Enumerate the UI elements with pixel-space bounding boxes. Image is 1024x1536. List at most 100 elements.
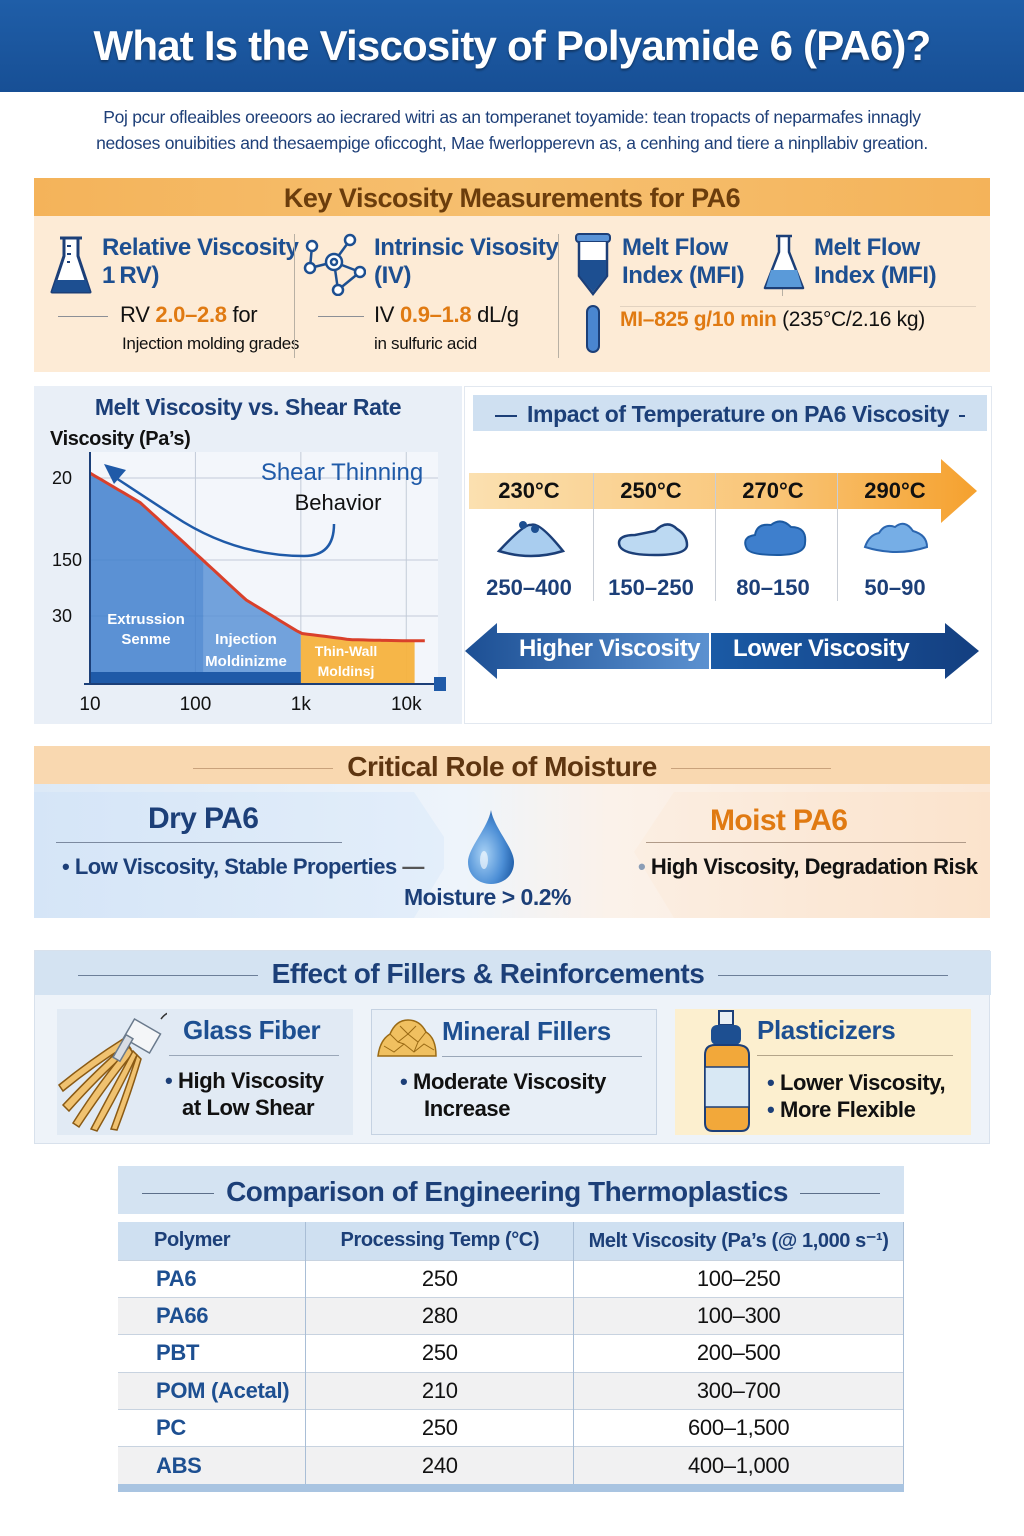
temp-cell: 250 [305, 1334, 575, 1373]
x-tick-label: 1k [291, 694, 312, 715]
iv-suffix: dL/g [471, 302, 519, 327]
mfi-value-row: MI–825 g/10 min (235°C/2.16 kg) [620, 308, 925, 332]
chart-title: Melt Viscosity vs. Shear Rate [94, 394, 402, 420]
melt-blob-icon [744, 520, 807, 557]
moist-pa6-title: Moist PA6 [710, 804, 848, 837]
shear-rate-chart: Extrussion Senme Injection Moldinizme Thin-W… [52, 452, 446, 715]
viscosity-cell: 300–700 [573, 1371, 904, 1410]
x-tick-label: 100 [180, 694, 212, 715]
mineral-fillers-title: Mineral Fillers [442, 1016, 611, 1046]
key-measurements-title: Key Viscosity Measurements for PA6 [34, 178, 990, 216]
chart-y-label: Viscosity (Pa’s) [50, 428, 191, 450]
glass-fiber-bullet-1: High Viscosity [178, 1068, 324, 1093]
range-230: 250–400 [486, 575, 572, 600]
header-polymer: Polymer [118, 1222, 307, 1260]
viscosity-cell: 600–1,500 [573, 1409, 904, 1447]
beaker-icon [763, 234, 805, 290]
polymer-cell: ABS [118, 1446, 307, 1485]
temp-cell: 250 [305, 1409, 575, 1447]
plasticizer-bullet-1: Lower Viscosity, [780, 1070, 946, 1095]
temp-cell: 240 [305, 1446, 575, 1485]
polymer-cell: POM (Acetal) [118, 1371, 307, 1410]
intro-line-2: nedoses onuibities and thesaempige oficc… [96, 133, 928, 153]
comparison-title-bar: Comparison of Engineering Thermoplastics [118, 1166, 904, 1214]
region-thin-wall [300, 633, 415, 684]
moisture-panel: Critical Role of Moisture Dry PA6 • Low … [34, 746, 990, 918]
temp-250: 250°C [620, 478, 682, 503]
moisture-title: Critical Role of Moisture [347, 751, 657, 782]
plasticizers-card: Plasticizers • Lower Viscosity, • More F… [675, 1009, 971, 1135]
temp-cell: 210 [305, 1371, 575, 1410]
mfi-value: MI–825 g/10 min [620, 308, 777, 331]
dry-bullet-text: Low Viscosity, Stable Properties [74, 854, 397, 879]
polymer-cell: PA6 [118, 1259, 307, 1298]
temperature-arrow [469, 459, 977, 523]
iv-value: 0.9–1.8 [400, 302, 472, 327]
x-axis-arrow-icon [434, 677, 446, 691]
mineral-bullet-2: Increase [424, 1096, 511, 1121]
comparison-table: Polymer Processing Temp (°C) Melt Viscos… [118, 1222, 904, 1485]
moist-bullet-text: High Viscosity, Degradation Risk [650, 854, 978, 879]
intro-line-1: Poj pcur ofleaibles oreeoors ao iecrared… [103, 107, 921, 127]
viscosity-direction-arrow [465, 623, 979, 679]
iv-title-2: (IV) [374, 262, 412, 289]
header-banner: What Is the Viscosity of Polyamide 6 (PA… [0, 0, 1024, 92]
fillers-title: Effect of Fillers & Reinforcements [271, 958, 705, 989]
x-tick-label: 10k [391, 694, 422, 715]
region-label: Moldinsj [318, 663, 375, 679]
region-label: Thin-Wall [315, 643, 377, 659]
mfi1-title-1: Melt Flow [622, 234, 728, 261]
temp-cell: 250 [305, 1259, 575, 1298]
dry-pa6-title: Dry PA6 [148, 802, 259, 835]
temperature-title-text: Impact of Temperature on PA6 Viscosity [527, 401, 949, 427]
mineral-pile-icon [377, 1019, 437, 1057]
melt-blob-icon [617, 523, 689, 557]
range-250: 150–250 [608, 575, 694, 600]
header-processing-temp: Processing Temp (°C) [305, 1222, 575, 1260]
rv-title-1: Relative Viscosity [102, 234, 299, 261]
range-290: 50–90 [864, 575, 926, 600]
molecule-icon [303, 233, 366, 296]
temp-cell: 280 [305, 1296, 575, 1335]
bottle-icon [704, 1010, 750, 1132]
moisture-title-bar: Critical Role of Moisture [34, 746, 990, 784]
region-label: Moldinizme [205, 653, 287, 670]
plasticizers-bullets: • Lower Viscosity, • More Flexible [767, 1070, 946, 1122]
mfi2-title-1: Melt Flow [814, 234, 920, 261]
region-injection [203, 560, 301, 684]
region-label: Senme [121, 631, 170, 648]
table-row: ABS 240 400–1,000 [118, 1446, 904, 1485]
temp-230: 230°C [498, 478, 560, 503]
page-title: What Is the Viscosity of Polyamide 6 (PA… [93, 22, 932, 69]
region-label: Injection [215, 631, 277, 648]
y-tick-label: 150 [52, 550, 82, 570]
region-label: Extrussion [107, 611, 185, 628]
table-row: PBT 250 200–500 [118, 1334, 904, 1373]
table-header-row: Polymer Processing Temp (°C) Melt Viscos… [118, 1222, 904, 1260]
viscosity-cell: 100–250 [573, 1259, 904, 1298]
viscosity-cell: 100–300 [573, 1296, 904, 1335]
viscosity-cell: 200–500 [573, 1334, 904, 1373]
polymer-cell: PC [118, 1409, 307, 1447]
dry-pa6-bullet: • Low Viscosity, Stable Properties — [62, 854, 424, 879]
shear-thinning-arrow [109, 472, 336, 558]
moist-pa6-bullet: • High Viscosity, Degradation Risk [638, 854, 978, 879]
melt-blob-icon [496, 521, 566, 558]
water-drop-icon [468, 810, 514, 884]
annotation-line-1: Shear Thinning [261, 459, 423, 486]
polymer-cell: PA66 [118, 1296, 307, 1335]
x-tick-label: 10 [79, 694, 100, 715]
rv-suffix: for [226, 302, 258, 327]
rv-sub: Injection molding grades [122, 334, 300, 353]
flask-icon [50, 236, 92, 294]
range-270: 80–150 [736, 575, 810, 600]
moisture-threshold: Moisture > 0.2% [404, 884, 571, 910]
glass-fiber-card: Glass Fiber • High Viscosity at Low Shea… [57, 1009, 353, 1135]
intro-text: Poj pcur ofleaibles oreeoors ao iecrared… [40, 104, 984, 156]
polymer-cell: PBT [118, 1334, 307, 1373]
header-melt-viscosity: Melt Viscosity (Pa’s (@ 1,000 s⁻¹) [573, 1222, 904, 1260]
iv-title-1: Intrinsic Visosity [374, 234, 559, 261]
mineral-bullet-1: Moderate Viscosity [413, 1069, 606, 1094]
iv-sub: in sulfuric acid [374, 334, 477, 353]
comparison-title: Comparison of Engineering Thermoplastics [226, 1176, 788, 1207]
